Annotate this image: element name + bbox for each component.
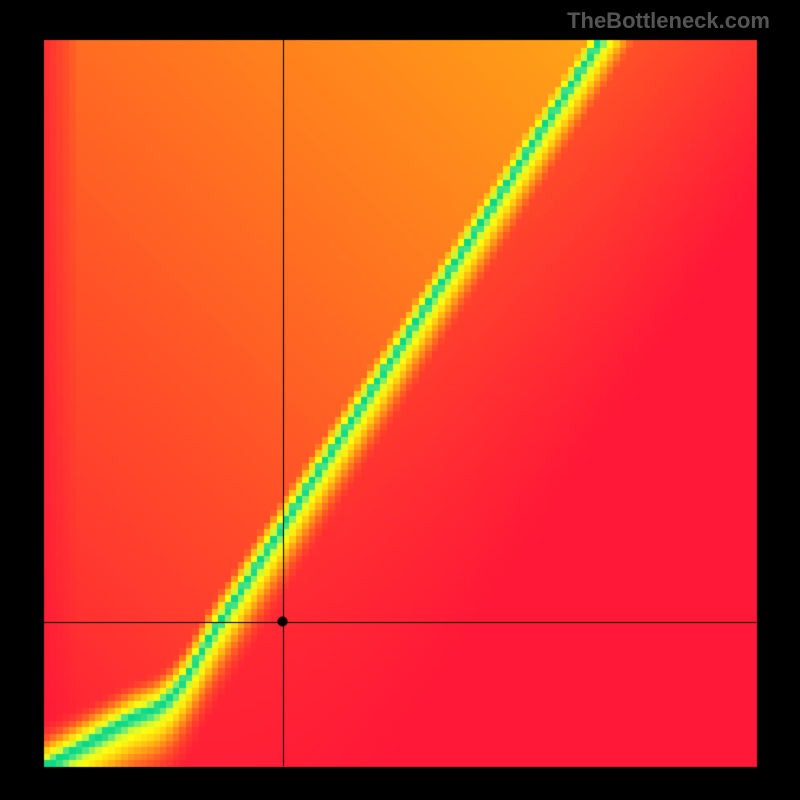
bottleneck-heatmap xyxy=(0,0,800,800)
watermark-text: TheBottleneck.com xyxy=(567,8,770,34)
